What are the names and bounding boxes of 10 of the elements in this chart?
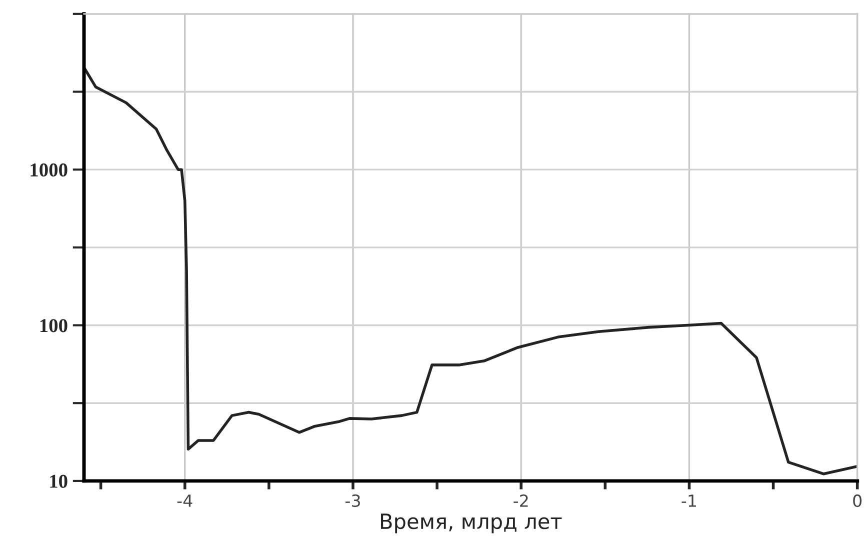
x-tick-label: 0: [853, 494, 862, 508]
x-tick-label: -2: [514, 494, 528, 507]
y-tick-label: 1000: [30, 163, 68, 177]
y-tick-label: 100: [40, 319, 68, 332]
line-series: [84, 66, 858, 476]
x-tick-label: -4: [177, 494, 192, 507]
x-tick-label: -3: [345, 494, 360, 508]
x-axis-title: Время, млрд лет: [381, 514, 562, 534]
x-tick-label: -1: [682, 494, 696, 507]
y-tick-label: 10: [50, 474, 68, 488]
